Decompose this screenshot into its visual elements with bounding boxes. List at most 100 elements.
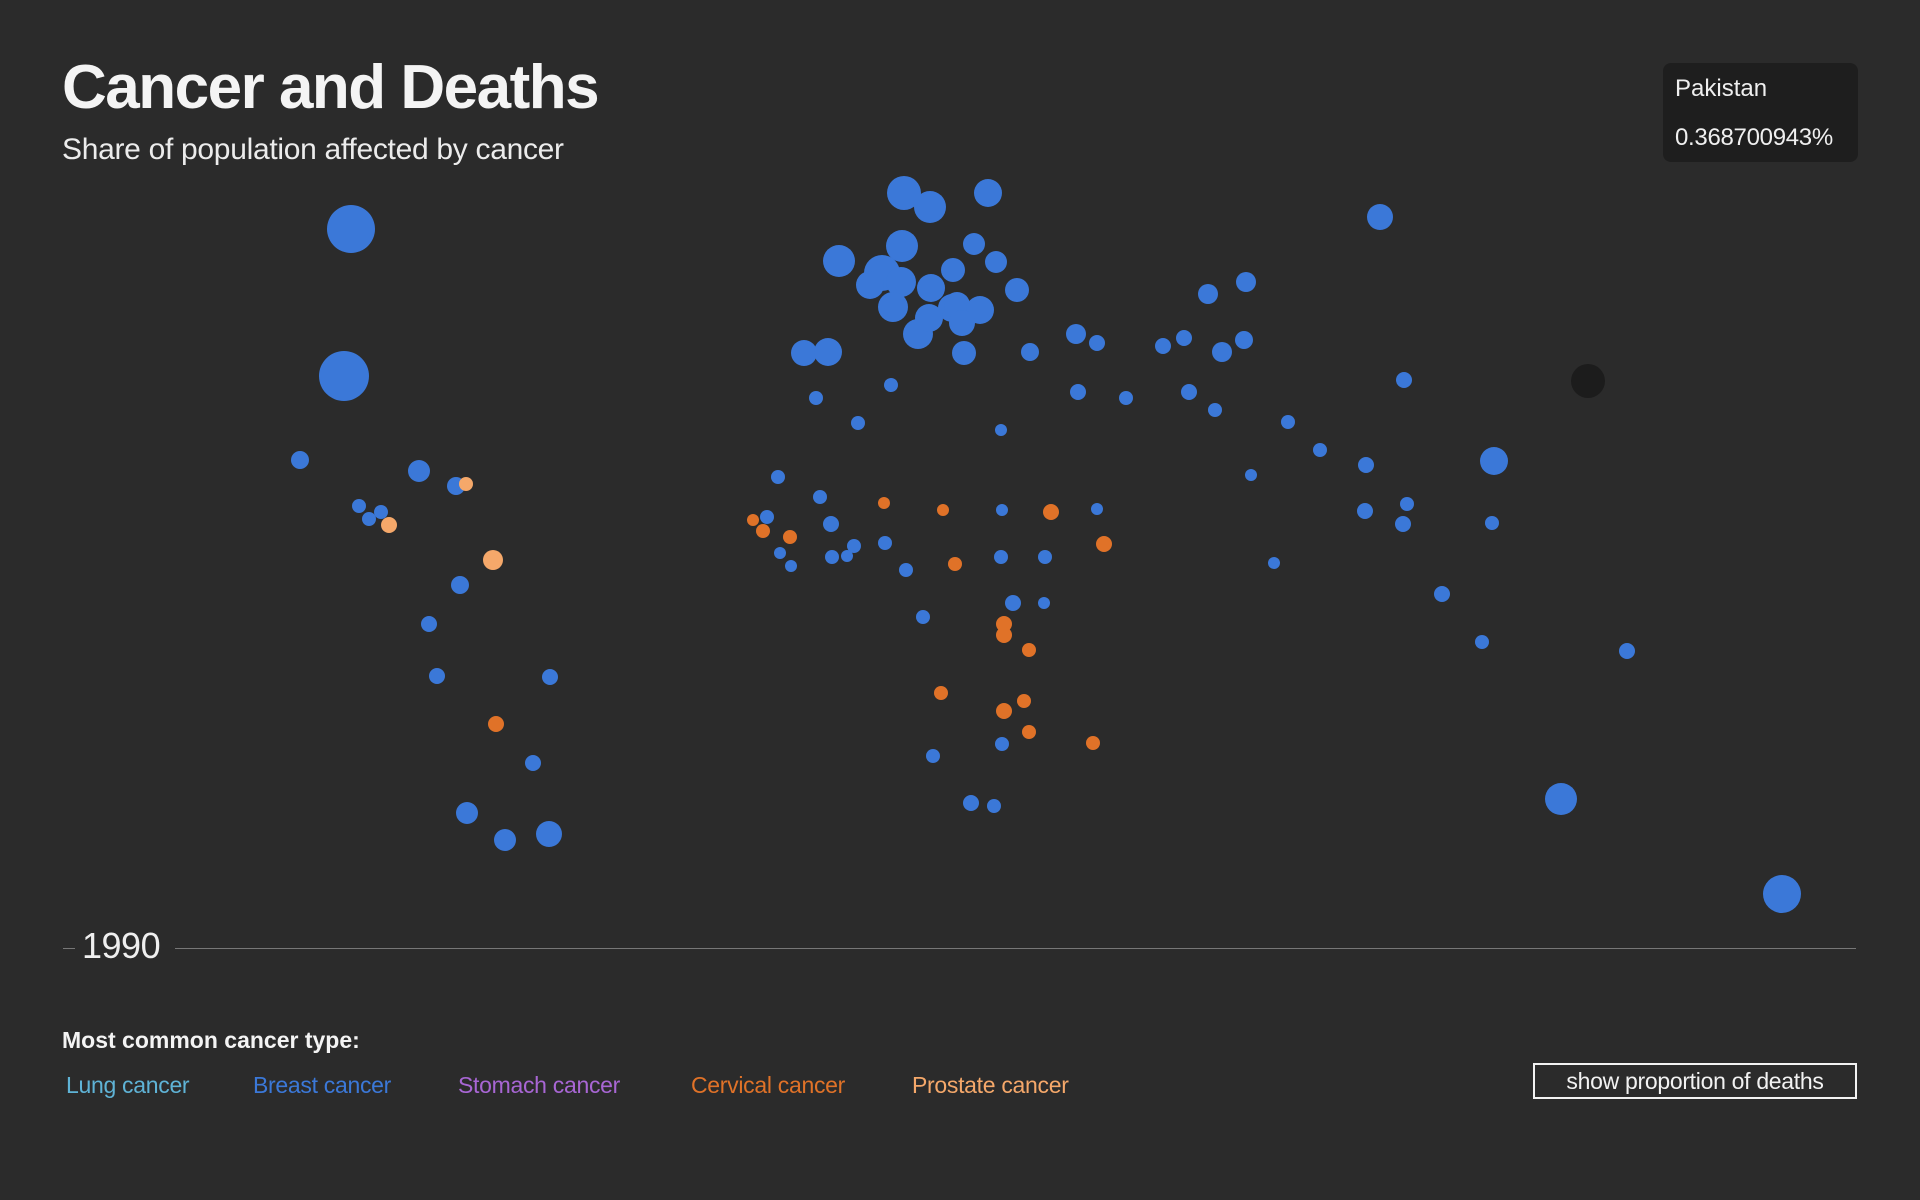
breast-cancer-bubble[interactable] bbox=[994, 550, 1008, 564]
breast-cancer-bubble[interactable] bbox=[1367, 204, 1393, 230]
breast-cancer-bubble[interactable] bbox=[1176, 330, 1192, 346]
cervical-cancer-bubble[interactable] bbox=[878, 497, 890, 509]
breast-cancer-bubble[interactable] bbox=[1038, 597, 1050, 609]
prostate-cancer-bubble[interactable] bbox=[459, 477, 473, 491]
breast-cancer-bubble[interactable] bbox=[878, 536, 892, 550]
breast-cancer-bubble[interactable] bbox=[899, 563, 913, 577]
legend-item-stomach-cancer[interactable]: Stomach cancer bbox=[458, 1072, 620, 1098]
breast-cancer-bubble[interactable] bbox=[352, 499, 366, 513]
breast-cancer-bubble[interactable] bbox=[1480, 447, 1508, 475]
year-label[interactable]: 1990 bbox=[82, 925, 161, 966]
cervical-cancer-bubble[interactable] bbox=[996, 616, 1012, 632]
breast-cancer-bubble[interactable] bbox=[771, 470, 785, 484]
prostate-cancer-bubble[interactable] bbox=[381, 517, 397, 533]
breast-cancer-bubble[interactable] bbox=[963, 233, 985, 255]
breast-cancer-bubble[interactable] bbox=[823, 516, 839, 532]
breast-cancer-bubble[interactable] bbox=[1089, 335, 1105, 351]
cervical-cancer-bubble[interactable] bbox=[1017, 694, 1031, 708]
breast-cancer-bubble[interactable] bbox=[987, 799, 1001, 813]
breast-cancer-bubble[interactable] bbox=[1268, 557, 1280, 569]
breast-cancer-bubble[interactable] bbox=[809, 391, 823, 405]
cervical-cancer-bubble[interactable] bbox=[1022, 725, 1036, 739]
breast-cancer-bubble[interactable] bbox=[1119, 391, 1133, 405]
breast-cancer-bubble[interactable] bbox=[774, 547, 786, 559]
breast-cancer-bubble[interactable] bbox=[886, 267, 916, 297]
highlighted-country-bubble[interactable] bbox=[1571, 364, 1605, 398]
breast-cancer-bubble[interactable] bbox=[949, 310, 975, 336]
breast-cancer-bubble[interactable] bbox=[814, 338, 842, 366]
legend-item-prostate-cancer[interactable]: Prostate cancer bbox=[912, 1072, 1069, 1098]
breast-cancer-bubble[interactable] bbox=[884, 378, 898, 392]
cervical-cancer-bubble[interactable] bbox=[1096, 536, 1112, 552]
breast-cancer-bubble[interactable] bbox=[760, 510, 774, 524]
breast-cancer-bubble[interactable] bbox=[1400, 497, 1414, 511]
breast-cancer-bubble[interactable] bbox=[1181, 384, 1197, 400]
cervical-cancer-bubble[interactable] bbox=[996, 627, 1012, 643]
cervical-cancer-bubble[interactable] bbox=[488, 716, 504, 732]
breast-cancer-bubble[interactable] bbox=[847, 539, 861, 553]
breast-cancer-bubble[interactable] bbox=[887, 176, 921, 210]
cervical-cancer-bubble[interactable] bbox=[1086, 736, 1100, 750]
breast-cancer-bubble[interactable] bbox=[1619, 643, 1635, 659]
breast-cancer-bubble[interactable] bbox=[374, 505, 388, 519]
breast-cancer-bubble[interactable] bbox=[1358, 457, 1374, 473]
breast-cancer-bubble[interactable] bbox=[785, 560, 797, 572]
legend-item-cervical-cancer[interactable]: Cervical cancer bbox=[691, 1072, 845, 1098]
breast-cancer-bubble[interactable] bbox=[1021, 343, 1039, 361]
timeline-track[interactable] bbox=[175, 948, 1856, 949]
breast-cancer-bubble[interactable] bbox=[291, 451, 309, 469]
legend-item-lung-cancer[interactable]: Lung cancer bbox=[66, 1072, 190, 1098]
breast-cancer-bubble[interactable] bbox=[1485, 516, 1499, 530]
breast-cancer-bubble[interactable] bbox=[856, 271, 884, 299]
breast-cancer-bubble[interactable] bbox=[1396, 372, 1412, 388]
breast-cancer-bubble[interactable] bbox=[974, 179, 1002, 207]
breast-cancer-bubble[interactable] bbox=[456, 802, 478, 824]
cervical-cancer-bubble[interactable] bbox=[1043, 504, 1059, 520]
breast-cancer-bubble[interactable] bbox=[1313, 443, 1327, 457]
breast-cancer-bubble[interactable] bbox=[1236, 272, 1256, 292]
breast-cancer-bubble[interactable] bbox=[1357, 503, 1373, 519]
breast-cancer-bubble[interactable] bbox=[1066, 324, 1086, 344]
legend-item-breast-cancer[interactable]: Breast cancer bbox=[253, 1072, 391, 1098]
breast-cancer-bubble[interactable] bbox=[451, 576, 469, 594]
breast-cancer-bubble[interactable] bbox=[429, 668, 445, 684]
breast-cancer-bubble[interactable] bbox=[878, 292, 908, 322]
breast-cancer-bubble[interactable] bbox=[327, 205, 375, 253]
breast-cancer-bubble[interactable] bbox=[1155, 338, 1171, 354]
breast-cancer-bubble[interactable] bbox=[1038, 550, 1052, 564]
cervical-cancer-bubble[interactable] bbox=[934, 686, 948, 700]
breast-cancer-bubble[interactable] bbox=[985, 251, 1007, 273]
breast-cancer-bubble[interactable] bbox=[1208, 403, 1222, 417]
cervical-cancer-bubble[interactable] bbox=[756, 524, 770, 538]
cervical-cancer-bubble[interactable] bbox=[747, 514, 759, 526]
cervical-cancer-bubble[interactable] bbox=[996, 703, 1012, 719]
breast-cancer-bubble[interactable] bbox=[1198, 284, 1218, 304]
breast-cancer-bubble[interactable] bbox=[941, 258, 965, 282]
cervical-cancer-bubble[interactable] bbox=[783, 530, 797, 544]
breast-cancer-bubble[interactable] bbox=[916, 610, 930, 624]
prostate-cancer-bubble[interactable] bbox=[483, 550, 503, 570]
breast-cancer-bubble[interactable] bbox=[1212, 342, 1232, 362]
breast-cancer-bubble[interactable] bbox=[825, 550, 839, 564]
cervical-cancer-bubble[interactable] bbox=[937, 504, 949, 516]
breast-cancer-bubble[interactable] bbox=[813, 490, 827, 504]
breast-cancer-bubble[interactable] bbox=[823, 245, 855, 277]
breast-cancer-bubble[interactable] bbox=[494, 829, 516, 851]
breast-cancer-bubble[interactable] bbox=[851, 416, 865, 430]
breast-cancer-bubble[interactable] bbox=[408, 460, 430, 482]
breast-cancer-bubble[interactable] bbox=[319, 351, 369, 401]
breast-cancer-bubble[interactable] bbox=[1475, 635, 1489, 649]
breast-cancer-bubble[interactable] bbox=[1235, 331, 1253, 349]
breast-cancer-bubble[interactable] bbox=[886, 230, 918, 262]
breast-cancer-bubble[interactable] bbox=[1434, 586, 1450, 602]
breast-cancer-bubble[interactable] bbox=[952, 341, 976, 365]
breast-cancer-bubble[interactable] bbox=[1005, 278, 1029, 302]
breast-cancer-bubble[interactable] bbox=[421, 616, 437, 632]
breast-cancer-bubble[interactable] bbox=[1545, 783, 1577, 815]
cervical-cancer-bubble[interactable] bbox=[948, 557, 962, 571]
breast-cancer-bubble[interactable] bbox=[914, 191, 946, 223]
breast-cancer-bubble[interactable] bbox=[1395, 516, 1411, 532]
breast-cancer-bubble[interactable] bbox=[362, 512, 376, 526]
breast-cancer-bubble[interactable] bbox=[917, 274, 945, 302]
breast-cancer-bubble[interactable] bbox=[1005, 595, 1021, 611]
